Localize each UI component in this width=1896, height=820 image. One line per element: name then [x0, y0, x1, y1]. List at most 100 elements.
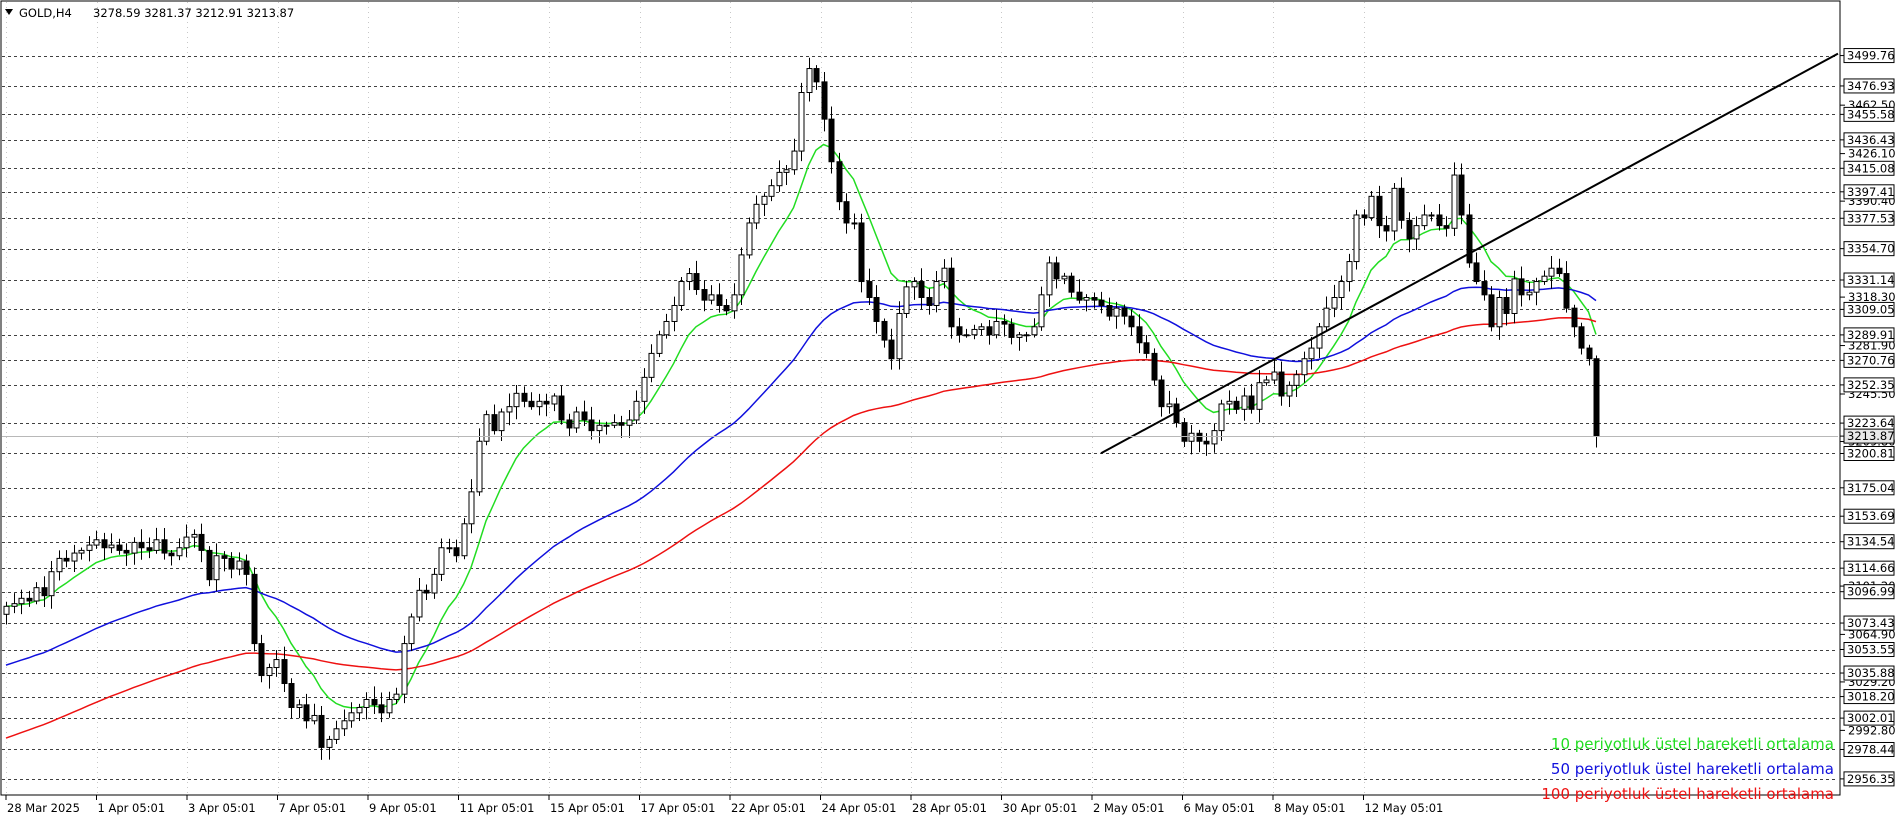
- bull-candle: [1323, 296, 1330, 331]
- candle-body: [213, 555, 220, 581]
- bear-candle: [1143, 335, 1150, 359]
- dropdown-triangle-icon[interactable]: [5, 9, 13, 15]
- candle-body: [1458, 174, 1465, 216]
- candle-body: [1098, 299, 1105, 306]
- bear-candle: [866, 268, 873, 305]
- bear-candle: [491, 404, 498, 435]
- bull-candle: [1308, 336, 1315, 370]
- bear-candle: [528, 392, 535, 410]
- candle-body: [678, 281, 685, 306]
- bear-candle: [843, 193, 850, 234]
- bull-candle: [903, 280, 910, 319]
- bear-candle: [858, 213, 865, 293]
- candle-body: [506, 406, 513, 413]
- trend-lines: [1100, 52, 1839, 455]
- candle-body: [716, 294, 723, 306]
- bull-candle: [671, 296, 678, 332]
- price-tag-box: [1843, 584, 1895, 600]
- bear-candle: [1278, 361, 1285, 406]
- bear-candle: [116, 538, 123, 555]
- candle-body: [1038, 294, 1045, 328]
- candle-body: [723, 304, 730, 312]
- candle-body: [1301, 358, 1308, 376]
- legend: 10 periyotluk üstel hareketli ortalama 5…: [1541, 735, 1834, 803]
- bull-candle: [1271, 359, 1278, 385]
- candle-body: [1211, 430, 1218, 445]
- bull-candle: [1188, 425, 1195, 455]
- candle-body: [191, 533, 198, 538]
- candle-body: [1346, 261, 1353, 283]
- candle-body: [101, 539, 108, 549]
- bear-candle: [371, 686, 378, 714]
- bull-candle: [1226, 390, 1233, 415]
- bear-candle: [521, 386, 528, 408]
- candle-body: [1481, 281, 1488, 296]
- price-gridlines: [2, 2, 1838, 794]
- candle-body: [78, 549, 85, 554]
- bull-candle: [33, 582, 40, 605]
- bull-candle: [266, 663, 273, 689]
- bear-candle: [926, 288, 933, 315]
- candle-body: [1046, 262, 1053, 296]
- candle-body: [693, 273, 700, 291]
- price-tag-box: [1843, 160, 1895, 176]
- support-trendline[interactable]: [1100, 52, 1839, 455]
- legend-ema50: 50 periyotluk üstel hareketli ortalama: [1551, 760, 1834, 778]
- bull-candle: [461, 518, 468, 560]
- price-tag-box: [1843, 741, 1895, 757]
- candle-body: [573, 411, 580, 429]
- candle-body: [1391, 187, 1398, 232]
- candle-body: [416, 589, 423, 618]
- candle-body: [461, 523, 468, 557]
- candle-body: [656, 334, 663, 354]
- bear-candle: [956, 317, 963, 343]
- bull-candle: [791, 138, 798, 175]
- candle-body: [843, 201, 850, 224]
- bull-candle: [851, 213, 858, 230]
- candle-body: [873, 297, 880, 322]
- candle-body: [273, 659, 280, 669]
- bull-candle: [93, 530, 100, 549]
- bear-candle: [168, 549, 175, 566]
- candle-body: [866, 281, 873, 299]
- bull-candle: [1526, 281, 1533, 301]
- bear-candle: [1458, 163, 1465, 225]
- price-tag-label: 3096.99: [1847, 585, 1895, 599]
- candle-body: [1121, 307, 1128, 317]
- price-tag-box: [1843, 480, 1895, 496]
- candle-body: [138, 541, 145, 549]
- bear-candle: [918, 268, 925, 310]
- bull-candle: [776, 160, 783, 192]
- bear-candle: [1098, 291, 1105, 314]
- candle-body: [1428, 214, 1435, 217]
- bear-candle: [228, 552, 235, 579]
- candle-body: [648, 352, 655, 378]
- bear-candle: [723, 299, 730, 316]
- candle-body: [71, 552, 78, 562]
- candle-body: [296, 704, 303, 708]
- candle-body: [446, 547, 453, 550]
- bull-candle: [626, 410, 633, 438]
- bear-candle: [618, 415, 625, 438]
- candle-body: [626, 419, 633, 426]
- candle-body: [1451, 174, 1458, 229]
- candle-body: [1016, 334, 1023, 338]
- bear-candle: [1136, 314, 1143, 354]
- price-tick-label: 3426.10: [1848, 147, 1896, 161]
- bull-candle: [296, 699, 303, 719]
- candle-body: [1151, 352, 1158, 381]
- candle-body: [798, 92, 805, 152]
- candle-body: [236, 560, 243, 570]
- candle-body: [1503, 297, 1510, 314]
- candle-body: [3, 605, 10, 615]
- time-label: 24 Apr 05:01: [822, 801, 897, 815]
- candle-body: [971, 328, 978, 336]
- legend-ema100: 100 periyotluk üstel hareketli ortalama: [1541, 785, 1834, 803]
- bull-candle: [1083, 294, 1090, 312]
- price-tag-box: [1843, 377, 1895, 393]
- bull-candle: [1301, 351, 1308, 383]
- bull-candle: [1421, 204, 1428, 230]
- bear-candle: [1076, 279, 1083, 304]
- candle-body: [1398, 187, 1405, 221]
